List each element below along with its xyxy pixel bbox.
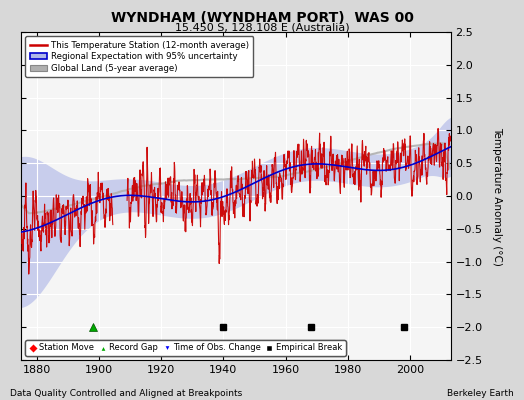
Y-axis label: Temperature Anomaly (°C): Temperature Anomaly (°C) (492, 126, 502, 266)
Text: WYNDHAM (WYNDHAM PORT)  WAS 00: WYNDHAM (WYNDHAM PORT) WAS 00 (111, 11, 413, 25)
Text: Data Quality Controlled and Aligned at Breakpoints: Data Quality Controlled and Aligned at B… (10, 389, 243, 398)
Text: 15.450 S, 128.108 E (Australia): 15.450 S, 128.108 E (Australia) (174, 22, 350, 32)
Legend: Station Move, Record Gap, Time of Obs. Change, Empirical Break: Station Move, Record Gap, Time of Obs. C… (25, 340, 346, 356)
Text: Berkeley Earth: Berkeley Earth (447, 389, 514, 398)
